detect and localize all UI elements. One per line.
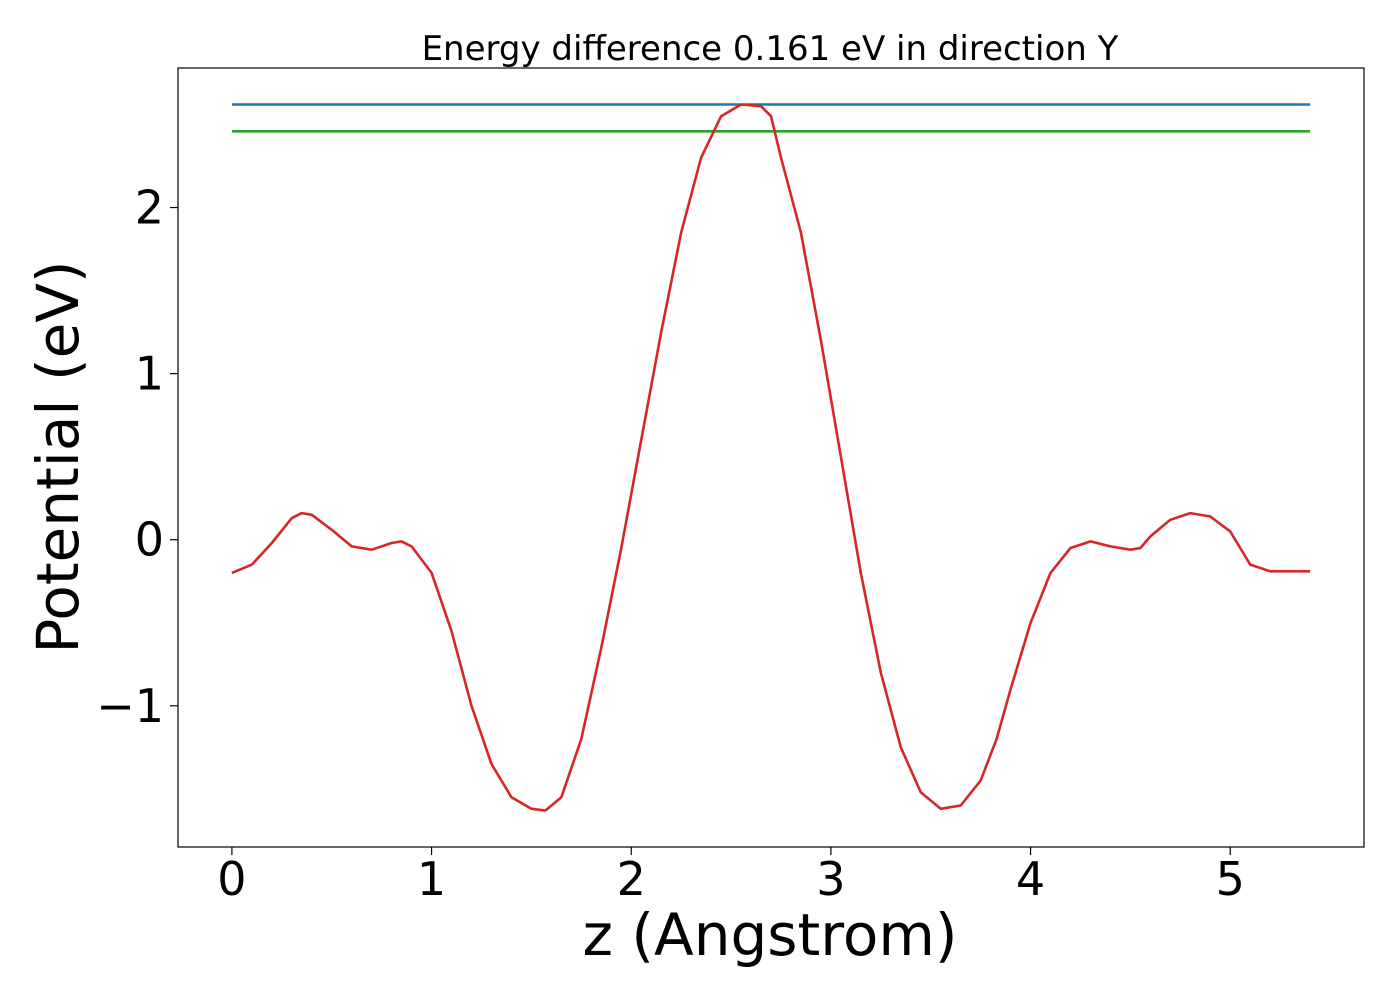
x-tick-label: 2 [617, 852, 646, 906]
x-tick-label: 4 [1016, 852, 1045, 906]
series-line-2 [231, 103, 1311, 812]
x-tick-label: 1 [417, 852, 446, 906]
y-tick-label: −1 [96, 679, 164, 733]
series-layer [231, 103, 1311, 812]
x-tick-label: 5 [1216, 852, 1245, 906]
chart-title: Energy difference 0.161 eV in direction … [422, 29, 1119, 69]
y-axis-label: Potential (eV) [24, 260, 92, 653]
y-tick-label: 2 [135, 181, 164, 235]
x-axis-label: z (Angstrom) [583, 901, 958, 969]
y-axis-ticks: −1 0 1 2 [96, 181, 178, 733]
y-tick-label: 1 [135, 347, 164, 401]
x-axis-ticks: 0 1 2 3 4 5 [217, 847, 1245, 906]
x-tick-label: 3 [816, 852, 845, 906]
plot-frame [177, 67, 1365, 848]
y-tick-label: 0 [135, 513, 164, 567]
x-tick-label: 0 [217, 852, 246, 906]
